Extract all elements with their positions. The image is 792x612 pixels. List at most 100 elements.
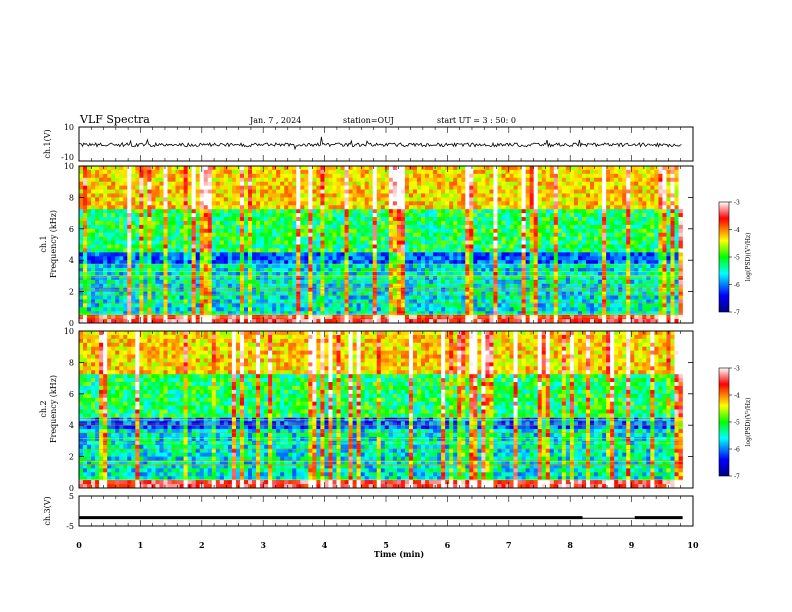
spectrogram-cell	[111, 224, 116, 230]
spectrogram-cell	[332, 177, 337, 182]
spectrogram-cell	[569, 244, 575, 249]
spectrogram-cell	[252, 240, 257, 245]
spectrogram-cell	[408, 248, 414, 253]
spectrogram-cell	[135, 213, 140, 218]
spectrogram-cell	[320, 205, 325, 210]
spectrogram-cell	[473, 177, 478, 182]
spectrogram-cell	[107, 205, 112, 210]
spectrogram-cell	[239, 252, 245, 257]
spectrogram-cell	[103, 201, 108, 206]
spectrogram-cell	[119, 287, 124, 292]
spectrogram-cell	[103, 236, 108, 241]
spectrogram-cell	[553, 181, 559, 186]
spectrogram-cell	[348, 236, 353, 241]
spectrogram-cell	[421, 236, 426, 241]
spectrogram-cell	[135, 177, 140, 182]
spectrogram-cell	[288, 240, 293, 245]
spectrogram-cell	[356, 315, 361, 320]
spectrogram-cell	[569, 248, 575, 253]
spectrogram-cell	[87, 173, 92, 179]
spectrogram-cell	[529, 201, 534, 206]
spectrogram-cell	[517, 169, 522, 175]
spectrogram-cell	[95, 240, 100, 245]
spectrogram-cell	[195, 287, 201, 292]
spectrogram-cell	[284, 228, 289, 234]
spectrogram-cell	[465, 201, 470, 206]
spectrogram-cell	[83, 205, 88, 210]
spectrogram-cell	[380, 319, 386, 324]
spectrogram-cell	[151, 173, 156, 179]
spectrogram-cell	[557, 213, 563, 218]
spectrogram-cell	[95, 169, 100, 175]
spectrogram-cell	[453, 299, 458, 304]
spectrogram-cell	[163, 166, 168, 171]
spectrogram-cell	[264, 275, 269, 281]
spectrogram-cell	[416, 299, 422, 304]
spectrogram-cell	[207, 287, 213, 292]
spectrogram-cell	[549, 213, 555, 218]
spectrogram-cell	[135, 205, 140, 210]
spectrogram-cell	[517, 240, 522, 245]
spectrogram-cell	[412, 244, 418, 249]
spectrogram-cell	[425, 260, 430, 265]
spectrogram-cell	[191, 260, 196, 265]
spectrogram-cell	[195, 283, 201, 288]
spectrogram-cell	[336, 240, 341, 245]
spectrogram-cell	[159, 268, 164, 273]
spectrogram-cell	[304, 177, 309, 182]
spectrogram-cell	[284, 213, 289, 218]
spectrogram-cell	[505, 224, 510, 230]
spectrogram-cell	[533, 240, 538, 245]
spectrogram-cell	[131, 228, 136, 234]
spectrogram-cell	[296, 319, 301, 324]
spectrogram-cell	[211, 248, 217, 253]
spectrogram-cell	[396, 169, 402, 175]
spectrogram-cell	[308, 303, 313, 308]
spectrogram-cell	[429, 217, 434, 222]
spectrogram-cell	[183, 291, 188, 296]
spectrogram-cell	[396, 315, 402, 320]
spectrogram-cell	[95, 173, 100, 179]
spectrogram-cell	[99, 232, 104, 237]
spectrogram-cell	[509, 244, 514, 249]
spectrogram-cell	[565, 217, 571, 222]
spectrogram-cell	[557, 311, 563, 316]
spectrogram-cell	[99, 220, 104, 226]
spectrogram-cell	[199, 252, 205, 257]
spectrogram-cell	[175, 205, 180, 210]
spectrogram-cell	[248, 256, 253, 261]
spectrogram-cell	[231, 307, 237, 312]
spectrogram-cell	[276, 295, 281, 300]
spectrogram-cell	[469, 303, 474, 308]
spectrogram-cell	[79, 205, 84, 210]
spectrogram-cell	[416, 217, 422, 222]
spectrogram-cell	[312, 232, 317, 237]
spectrogram-cell	[372, 275, 378, 281]
spectrogram-cell	[557, 166, 563, 171]
spectrogram-cell	[340, 205, 345, 210]
spectrogram-cell	[227, 232, 233, 237]
spectrogram-cell	[207, 303, 213, 308]
spectrogram-cell	[533, 315, 538, 320]
spectrogram-cell	[111, 209, 116, 214]
spectrogram-cell	[517, 271, 522, 277]
spectrogram-cell	[469, 173, 474, 179]
spectrogram-cell	[256, 271, 261, 277]
spectrogram-cell	[533, 283, 538, 288]
spectrogram-cell	[545, 291, 551, 296]
spectrogram-cell	[179, 291, 184, 296]
spectrogram-cell	[79, 169, 84, 175]
spectrogram-cell	[445, 205, 450, 210]
spectrogram-cell	[493, 252, 498, 257]
spectrogram-cell	[497, 224, 502, 230]
spectrogram-cell	[437, 169, 442, 175]
spectrogram-cell	[195, 201, 201, 206]
spectrogram-cell	[260, 201, 265, 206]
spectrogram-cell	[268, 217, 273, 222]
spectrogram-cell	[256, 193, 261, 198]
spectrogram-cell	[143, 173, 148, 179]
spectrogram-cell	[433, 209, 438, 214]
spectrogram-cell	[292, 291, 297, 296]
spectrogram-cell	[404, 173, 410, 179]
spectrogram-cell	[191, 193, 196, 198]
